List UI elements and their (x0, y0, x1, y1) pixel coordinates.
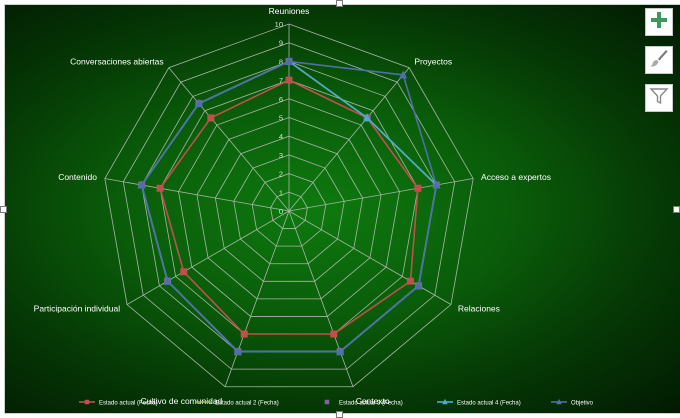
data-point (442, 398, 448, 405)
tick-label: 0 (279, 207, 283, 216)
grid-ring (196, 117, 382, 300)
grid-spoke (126, 210, 290, 305)
grid-spoke (288, 210, 354, 387)
data-point (399, 70, 408, 79)
legend-label: Estado actual 3 (Fecha) (339, 401, 403, 407)
data-point (363, 113, 372, 122)
axis-label: Contenido (58, 172, 97, 182)
data-point (406, 277, 414, 285)
legend-item: Objetivo (551, 398, 594, 407)
resize-handle-left[interactable] (0, 206, 7, 213)
brush-icon (649, 48, 669, 73)
grid-spoke (104, 178, 290, 212)
series-4 (137, 56, 441, 356)
tick-label: 10 (275, 20, 283, 29)
grid-ring (251, 173, 327, 247)
tick-label: 7 (279, 76, 283, 85)
data-point (556, 398, 562, 405)
radar-chart: 0 1 2 3 4 5 6 7 8 9 10 Reuniones Proyectos Acceso a … (34, 6, 594, 407)
data-point (207, 114, 215, 122)
grid-ring (233, 154, 345, 265)
radar-grid (104, 23, 474, 388)
radial-tick-labels: 0 1 2 3 4 5 6 7 8 9 10 (275, 20, 283, 216)
grid-spoke (224, 210, 290, 387)
legend-label: Objetivo (571, 401, 594, 407)
axis-label: Participación individual (34, 304, 121, 314)
resize-handle-bottom[interactable] (336, 411, 343, 418)
data-point (414, 281, 423, 290)
data-point (330, 330, 338, 338)
tick-label: 2 (279, 170, 283, 179)
tick-label: 6 (279, 95, 283, 104)
series-line (140, 60, 438, 353)
data-point (194, 99, 203, 108)
grid-spoke (288, 178, 474, 212)
legend-item: Estado actual 4 (Fecha) (437, 398, 521, 407)
grid-ring (104, 23, 474, 388)
series-group (137, 56, 441, 356)
grid-ring (122, 42, 456, 370)
legend-item: Estado actual 3 (Fecha) (324, 399, 403, 407)
grid-spoke (288, 67, 410, 212)
data-point (285, 76, 293, 84)
legend-label: Estado actual 2 (Fecha) (215, 401, 279, 407)
legend-item: Estado actual (Fecha) (79, 399, 158, 407)
grid-ring (270, 191, 308, 229)
legend: Estado actual (Fecha) Estado actual 2 (Fe… (79, 398, 594, 407)
tick-label: 5 (279, 114, 283, 123)
data-point (137, 180, 146, 189)
resize-handle-right[interactable] (673, 206, 680, 213)
resize-handle-top[interactable] (336, 0, 343, 7)
axis-label: Contexto (356, 396, 390, 406)
axis-label: Reuniones (269, 6, 310, 16)
tick-label: 4 (279, 132, 283, 141)
plus-icon (650, 11, 668, 34)
data-point (285, 56, 293, 65)
chart-styles-button[interactable] (645, 46, 673, 74)
legend-label: Estado actual 4 (Fecha) (457, 401, 521, 407)
data-point (414, 184, 422, 192)
data-point (180, 268, 188, 276)
data-point (324, 399, 330, 405)
legend-item: Estado actual 2 (Fecha) (195, 401, 279, 407)
data-point (156, 184, 164, 192)
grid-spoke (288, 210, 452, 305)
legend-label: Estado actual (Fecha) (99, 401, 158, 407)
axis-label: Acceso a expertos (481, 172, 551, 182)
tick-label: 8 (279, 57, 283, 66)
grid-ring (214, 135, 364, 282)
chart-elements-button[interactable] (645, 8, 673, 36)
chart-filters-button[interactable] (645, 84, 673, 112)
data-point (84, 399, 90, 405)
axis-label: Proyectos (414, 57, 452, 67)
axis-label: Cultivo de comunidad (141, 396, 223, 406)
filter-icon (649, 86, 669, 111)
data-point (233, 347, 242, 356)
data-point (432, 180, 441, 189)
axis-labels: Reuniones Proyectos Acceso a expertos Relac… (34, 6, 551, 406)
axis-label: Relaciones (458, 304, 500, 314)
grid-spoke (168, 67, 290, 212)
data-point (163, 276, 172, 285)
axis-label: Conversaciones abiertas (70, 57, 164, 67)
data-point (240, 330, 248, 338)
tick-label: 3 (279, 151, 283, 160)
tick-label: 1 (279, 188, 283, 197)
chart-area[interactable]: 0 1 2 3 4 5 6 7 8 9 10 Reuniones Proyectos Acceso a … (4, 4, 680, 414)
tick-label: 9 (279, 39, 283, 48)
data-point (336, 347, 345, 356)
series-line (159, 79, 419, 335)
grid-ring (178, 98, 400, 317)
